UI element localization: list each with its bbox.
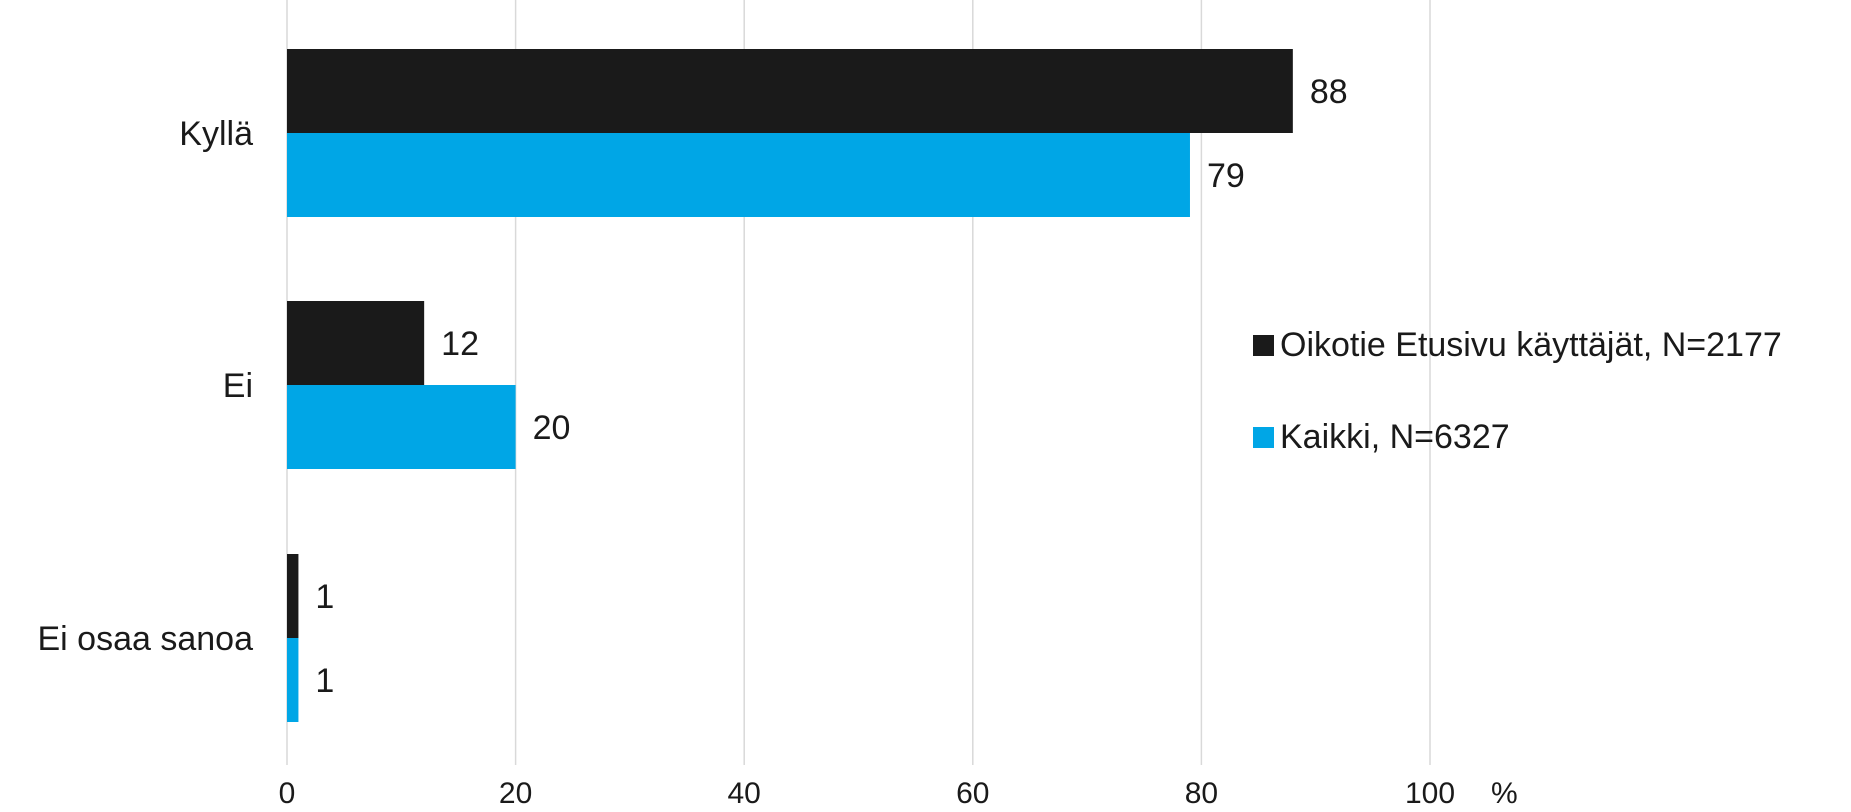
legend-label: Oikotie Etusivu käyttäjät, N=2177 <box>1280 325 1782 364</box>
data-label: 1 <box>315 578 334 616</box>
data-label: 12 <box>441 325 479 363</box>
x-axis-ticks: 0 20 40 60 80 100 <box>279 777 1455 810</box>
x-tick-label: 0 <box>279 777 296 810</box>
data-labels: 88 12 1 79 20 1 <box>315 73 1347 700</box>
bar <box>287 385 516 469</box>
bar <box>287 638 299 722</box>
category-label: Kyllä <box>179 115 253 153</box>
data-label: 20 <box>533 409 571 447</box>
legend-item: Kaikki, N=6327 <box>1253 417 1782 457</box>
category-labels: Kyllä Ei Ei osaa sanoa <box>38 115 254 658</box>
legend: Oikotie Etusivu käyttäjät, N=2177 Kaikki… <box>1253 325 1782 509</box>
bar <box>287 554 299 638</box>
x-tick-label: 80 <box>1185 777 1218 810</box>
x-tick-label: 60 <box>956 777 989 810</box>
x-tick-label: 20 <box>499 777 532 810</box>
bar <box>287 301 425 385</box>
data-label: 88 <box>1310 73 1348 111</box>
bar <box>287 49 1293 133</box>
bar <box>287 133 1190 217</box>
category-label: Ei osaa sanoa <box>38 620 254 658</box>
x-tick-label: 100 <box>1405 777 1455 810</box>
category-label: Ei <box>223 367 253 405</box>
legend-swatch-blue <box>1253 426 1274 448</box>
x-axis-unit: % <box>1491 777 1518 810</box>
data-label: 79 <box>1207 157 1245 195</box>
bars <box>287 49 1293 722</box>
legend-label: Kaikki, N=6327 <box>1280 417 1510 456</box>
legend-swatch-dark <box>1253 334 1274 356</box>
x-tick-label: 40 <box>728 777 761 810</box>
data-label: 1 <box>315 662 334 700</box>
legend-item: Oikotie Etusivu käyttäjät, N=2177 <box>1253 325 1782 365</box>
